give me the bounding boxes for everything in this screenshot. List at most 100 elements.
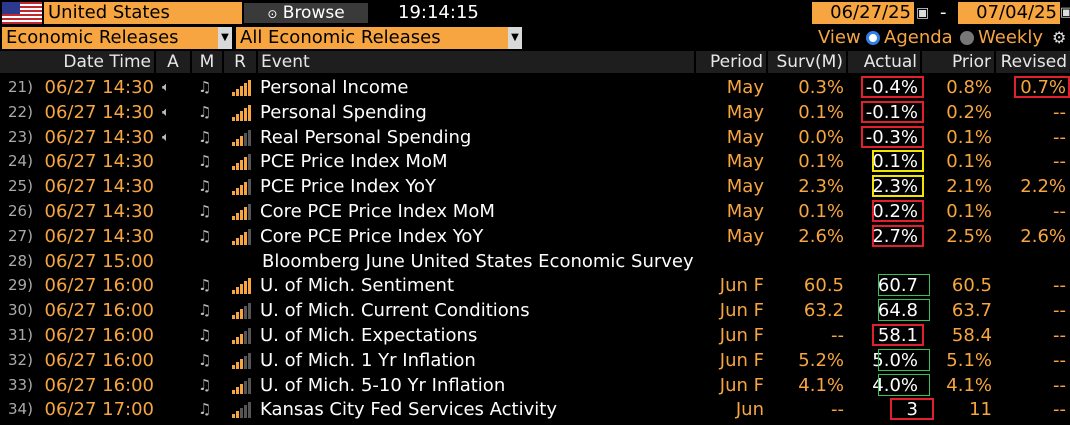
table-row[interactable]: 31) 06/27 16:00 ♫︎ U. of Mich. Expectations… — [0, 323, 1070, 348]
date-from-field[interactable]: 06/27/25 — [812, 2, 914, 24]
col-header-event[interactable]: Event — [258, 51, 694, 73]
bell-icon[interactable]: ♫︎ — [198, 276, 212, 295]
col-header-r[interactable]: R — [224, 51, 256, 73]
table-row[interactable]: 21) 06/27 14:30 🔈︎ ♫︎ Personal Income May 0.3%… — [0, 75, 1070, 100]
date-to-field[interactable]: 07/04/25 — [958, 2, 1060, 24]
table-row[interactable]: 26) 06/27 14:30 ♫︎ Core PCE Price Index MoM… — [0, 199, 1070, 224]
col-header-m[interactable]: M — [192, 51, 222, 73]
event-prior: 63.7 — [951, 300, 992, 322]
event-name[interactable]: U. of Mich. 5-10 Yr Inflation — [260, 374, 506, 396]
bell-icon[interactable]: ♫︎ — [198, 375, 212, 394]
bell-icon[interactable]: ♫︎ — [198, 102, 212, 121]
speaker-icon[interactable]: 🔈︎ — [162, 129, 170, 145]
row-number: 32) — [8, 350, 33, 369]
bell-icon[interactable]: ♫︎ — [198, 78, 212, 96]
date-from-calendar-icon[interactable]: ▣ — [916, 5, 930, 21]
actual-highlight-box — [861, 125, 924, 148]
col-header-revised[interactable]: Revised — [996, 51, 1070, 73]
event-revised: -- — [1053, 275, 1066, 297]
event-name[interactable]: Personal Spending — [260, 101, 427, 123]
weekly-label[interactable]: Weekly — [978, 27, 1043, 48]
bell-icon[interactable]: ♫︎ — [198, 152, 212, 171]
event-actual: 4.0% — [872, 374, 918, 396]
event-actual: 58.1 — [877, 325, 918, 346]
event-name[interactable]: PCE Price Index MoM — [260, 151, 448, 173]
table-row[interactable]: 27) 06/27 14:30 ♫︎ Core PCE Price Index YoY… — [0, 224, 1070, 249]
speaker-icon[interactable]: 🔈︎ — [162, 80, 170, 95]
row-datetime: 06/27 16:00 — [44, 325, 154, 346]
settings-icon[interactable]: ⚙ — [1052, 28, 1067, 47]
speaker-icon[interactable]: 🔈︎ — [162, 104, 170, 120]
bell-icon[interactable]: ♫︎ — [198, 202, 212, 220]
event-survey: 0.1% — [798, 101, 844, 123]
event-actual: 64.8 — [877, 300, 918, 322]
event-name[interactable]: Personal Income — [260, 77, 409, 98]
date-to-calendar-icon[interactable]: ▣ — [1060, 5, 1070, 20]
bell-icon[interactable]: ♫︎ — [198, 127, 212, 146]
row-number: 27) — [8, 226, 33, 245]
event-name[interactable]: U. of Mich. Current Conditions — [260, 300, 530, 322]
col-header-a[interactable]: A — [156, 51, 190, 73]
event-survey: 2.3% — [798, 176, 844, 198]
relevance-bars-icon — [232, 376, 254, 401]
date-separator: - — [940, 2, 947, 23]
table-row[interactable]: 25) 06/27 14:30 ♫︎ PCE Price Index YoY May 2.… — [0, 174, 1070, 199]
browse-button[interactable]: ⊙ Browse — [244, 3, 368, 23]
table-row[interactable]: 32) 06/27 16:00 ♫︎ U. of Mich. 1 Yr Inflati… — [0, 348, 1070, 373]
event-name[interactable]: PCE Price Index YoY — [260, 176, 437, 198]
subcategory-dropdown[interactable]: All Economic Releases — [236, 27, 508, 49]
event-survey: 0.1% — [798, 151, 844, 173]
col-header-actual[interactable]: Actual — [848, 51, 920, 73]
col-header-datetime[interactable]: Date Time — [0, 51, 154, 73]
table-row[interactable]: 33) 06/27 16:00 ♫︎ U. of Mich. 5-10 Yr Infl… — [0, 373, 1070, 398]
event-period: Jun — [735, 399, 764, 421]
table-row[interactable]: 30) 06/27 16:00 ♫︎ U. of Mich. Current Cond… — [0, 298, 1070, 323]
event-name[interactable]: Kansas City Fed Services Activity — [260, 399, 557, 421]
event-actual: 2.3% — [872, 176, 918, 198]
actual-highlight-box — [861, 100, 924, 123]
col-header-survey[interactable]: Surv(M) — [768, 51, 846, 73]
agenda-label[interactable]: Agenda — [884, 27, 953, 48]
event-survey: 0.0% — [798, 126, 844, 148]
col-header-period[interactable]: Period — [696, 51, 766, 73]
category-chevron-down-icon[interactable]: ▼ — [218, 27, 232, 49]
table-row[interactable]: 34) 06/27 17:00 ♫︎ Kansas City Fed Services… — [0, 397, 1070, 422]
table-row[interactable]: 24) 06/27 14:30 ♫︎ PCE Price Index MoM May 0.… — [0, 149, 1070, 174]
revised-highlight-box — [1014, 76, 1070, 98]
country-field[interactable]: United States — [44, 2, 242, 24]
bell-icon[interactable]: ♫︎ — [198, 350, 212, 369]
table-row[interactable]: 22) 06/27 14:30 🔈︎ ♫︎ Personal Spending May 0.… — [0, 100, 1070, 125]
event-name[interactable]: U. of Mich. Expectations — [260, 325, 478, 346]
event-name[interactable]: Bloomberg June United States Economic Su… — [262, 250, 694, 272]
event-name[interactable]: Core PCE Price Index MoM — [260, 201, 495, 222]
table-row[interactable]: 28) 06/27 15:00 Bloomberg June United Stat… — [0, 249, 1070, 274]
event-survey: 60.5 — [803, 275, 844, 297]
event-revised: -- — [1053, 126, 1066, 148]
row-datetime: 06/27 14:30 — [44, 176, 154, 198]
bell-icon[interactable]: ♫︎ — [198, 177, 212, 196]
event-prior: 0.1% — [946, 126, 992, 148]
row-number: 34) — [8, 400, 33, 419]
event-period — [696, 249, 764, 274]
category-dropdown[interactable]: Economic Releases — [2, 27, 218, 49]
event-prior: 0.8% — [946, 77, 992, 98]
event-name[interactable]: U. of Mich. Sentiment — [260, 275, 455, 297]
event-actual: 5.0% — [872, 349, 918, 371]
bell-icon[interactable]: ♫︎ — [198, 400, 212, 419]
relevance-bars-icon — [232, 326, 254, 351]
row-number: 21) — [8, 78, 33, 96]
weekly-radio[interactable] — [960, 31, 974, 45]
bell-icon[interactable]: ♫︎ — [198, 301, 212, 320]
event-period: Jun F — [719, 275, 764, 297]
agenda-radio[interactable] — [866, 31, 880, 45]
bell-icon[interactable]: ♫︎ — [198, 326, 212, 344]
relevance-bars-icon — [232, 202, 254, 227]
event-name[interactable]: U. of Mich. 1 Yr Inflation — [260, 349, 476, 371]
subcategory-chevron-down-icon[interactable]: ▼ — [508, 27, 522, 49]
col-header-prior[interactable]: Prior — [922, 51, 994, 73]
bell-icon[interactable]: ♫︎ — [198, 226, 212, 245]
table-row[interactable]: 29) 06/27 16:00 ♫︎ U. of Mich. Sentiment Jun… — [0, 273, 1070, 298]
event-name[interactable]: Real Personal Spending — [260, 126, 472, 148]
table-row[interactable]: 23) 06/27 14:30 🔈︎ ♫︎ Real Personal Spending… — [0, 125, 1070, 150]
event-name[interactable]: Core PCE Price Index YoY — [260, 225, 484, 247]
